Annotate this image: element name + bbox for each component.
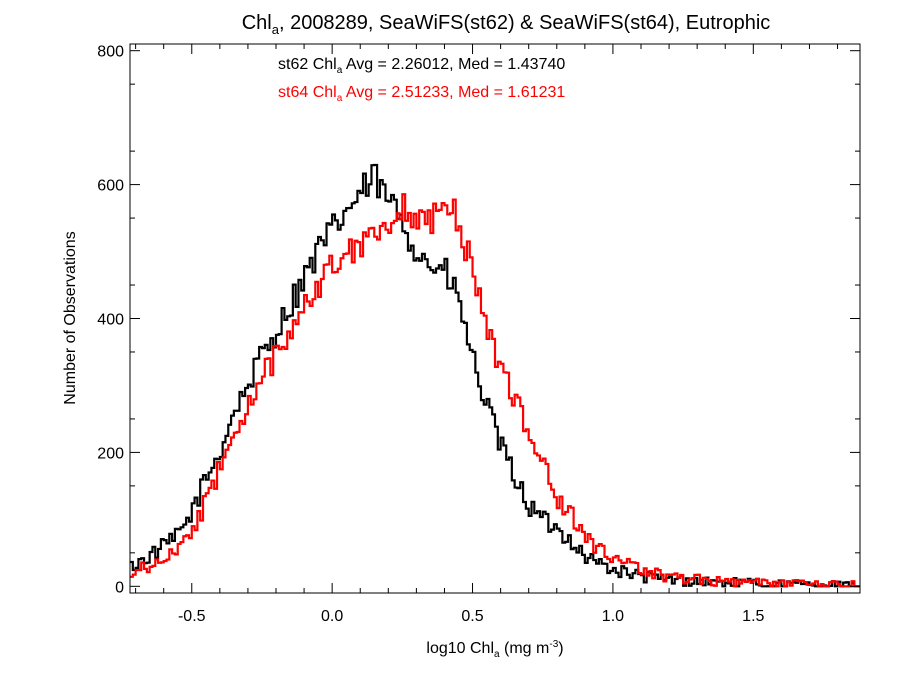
x-tick-label: -0.5 xyxy=(178,608,206,625)
y-tick-label: 800 xyxy=(97,44,124,61)
x-tick-label: 1.0 xyxy=(602,608,624,625)
y-tick-label: 200 xyxy=(97,445,124,462)
x-tick-label: 1.5 xyxy=(742,608,764,625)
x-tick-label: 0.5 xyxy=(461,608,483,625)
tick-layer: -0.5 0.0 0.5 1.0 1.5 0 200 400 600 800 xyxy=(97,44,860,625)
x-tick-label: 0.0 xyxy=(321,608,343,625)
y-axis-label: Number of Observations xyxy=(62,231,79,404)
plot-frame xyxy=(129,43,861,594)
series-line-st64 xyxy=(130,193,860,588)
annotation-st62: st62 Chla Avg = 2.26012, Med = 1.43740 xyxy=(278,56,565,76)
y-tick-label: 400 xyxy=(97,312,124,329)
y-tick-label: 0 xyxy=(115,579,124,596)
series-layer xyxy=(130,163,860,588)
y-tick-label: 600 xyxy=(97,178,124,195)
series-line-st62 xyxy=(130,163,860,588)
chart-title: Chla, 2008289, SeaWiFS(st62) & SeaWiFS(s… xyxy=(242,12,771,37)
annotation-st64: st64 Chla Avg = 2.51233, Med = 1.61231 xyxy=(278,84,565,104)
x-axis-label: log10 Chla (mg m-3) xyxy=(426,639,563,660)
